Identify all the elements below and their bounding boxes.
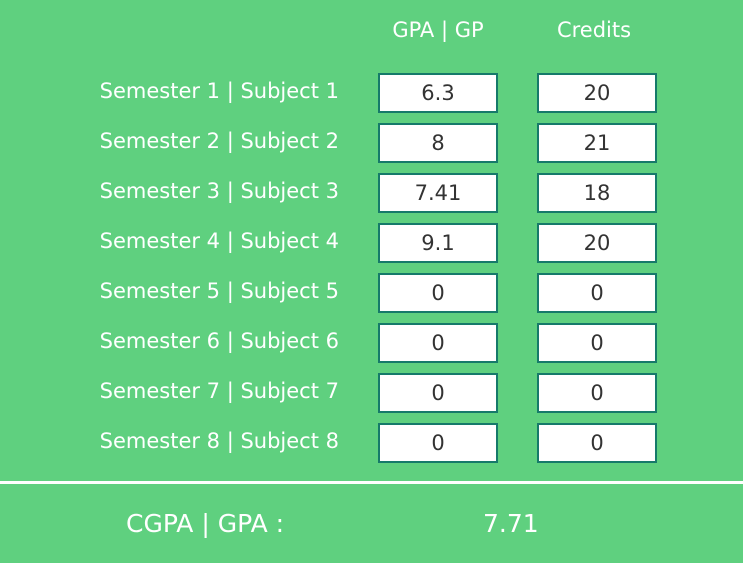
gpa-input[interactable]: [378, 123, 498, 163]
gpa-input[interactable]: [378, 273, 498, 313]
semester-row-6: Semester 6 | Subject 6: [0, 323, 743, 363]
semester-row-5: Semester 5 | Subject 5: [0, 273, 743, 313]
row-label: Semester 5 | Subject 5: [99, 279, 339, 303]
row-label: Semester 2 | Subject 2: [99, 129, 339, 153]
credits-input[interactable]: [537, 123, 657, 163]
row-label: Semester 4 | Subject 4: [99, 229, 339, 253]
gpa-input[interactable]: [378, 373, 498, 413]
gpa-input[interactable]: [378, 73, 498, 113]
semester-row-3: Semester 3 | Subject 3: [0, 173, 743, 213]
credits-input[interactable]: [537, 323, 657, 363]
row-label: Semester 1 | Subject 1: [99, 79, 339, 103]
row-label: Semester 6 | Subject 6: [99, 329, 339, 353]
gpa-input[interactable]: [378, 173, 498, 213]
semester-row-8: Semester 8 | Subject 8: [0, 423, 743, 463]
semester-row-4: Semester 4 | Subject 4: [0, 223, 743, 263]
divider: [0, 481, 743, 484]
row-label: Semester 8 | Subject 8: [99, 429, 339, 453]
gpa-input[interactable]: [378, 323, 498, 363]
credits-input[interactable]: [537, 373, 657, 413]
credits-input[interactable]: [537, 273, 657, 313]
semester-row-2: Semester 2 | Subject 2: [0, 123, 743, 163]
cgpa-value: 7.71: [483, 509, 539, 538]
gpa-column-header: GPA | GP: [392, 18, 484, 42]
semester-row-1: Semester 1 | Subject 1: [0, 73, 743, 113]
row-label: Semester 3 | Subject 3: [99, 179, 339, 203]
credits-input[interactable]: [537, 73, 657, 113]
credits-input[interactable]: [537, 423, 657, 463]
cgpa-label: CGPA | GPA :: [126, 509, 285, 538]
credits-input[interactable]: [537, 173, 657, 213]
semester-row-7: Semester 7 | Subject 7: [0, 373, 743, 413]
gpa-input[interactable]: [378, 423, 498, 463]
row-label: Semester 7 | Subject 7: [99, 379, 339, 403]
gpa-input[interactable]: [378, 223, 498, 263]
credits-input[interactable]: [537, 223, 657, 263]
credits-column-header: Credits: [556, 18, 632, 42]
